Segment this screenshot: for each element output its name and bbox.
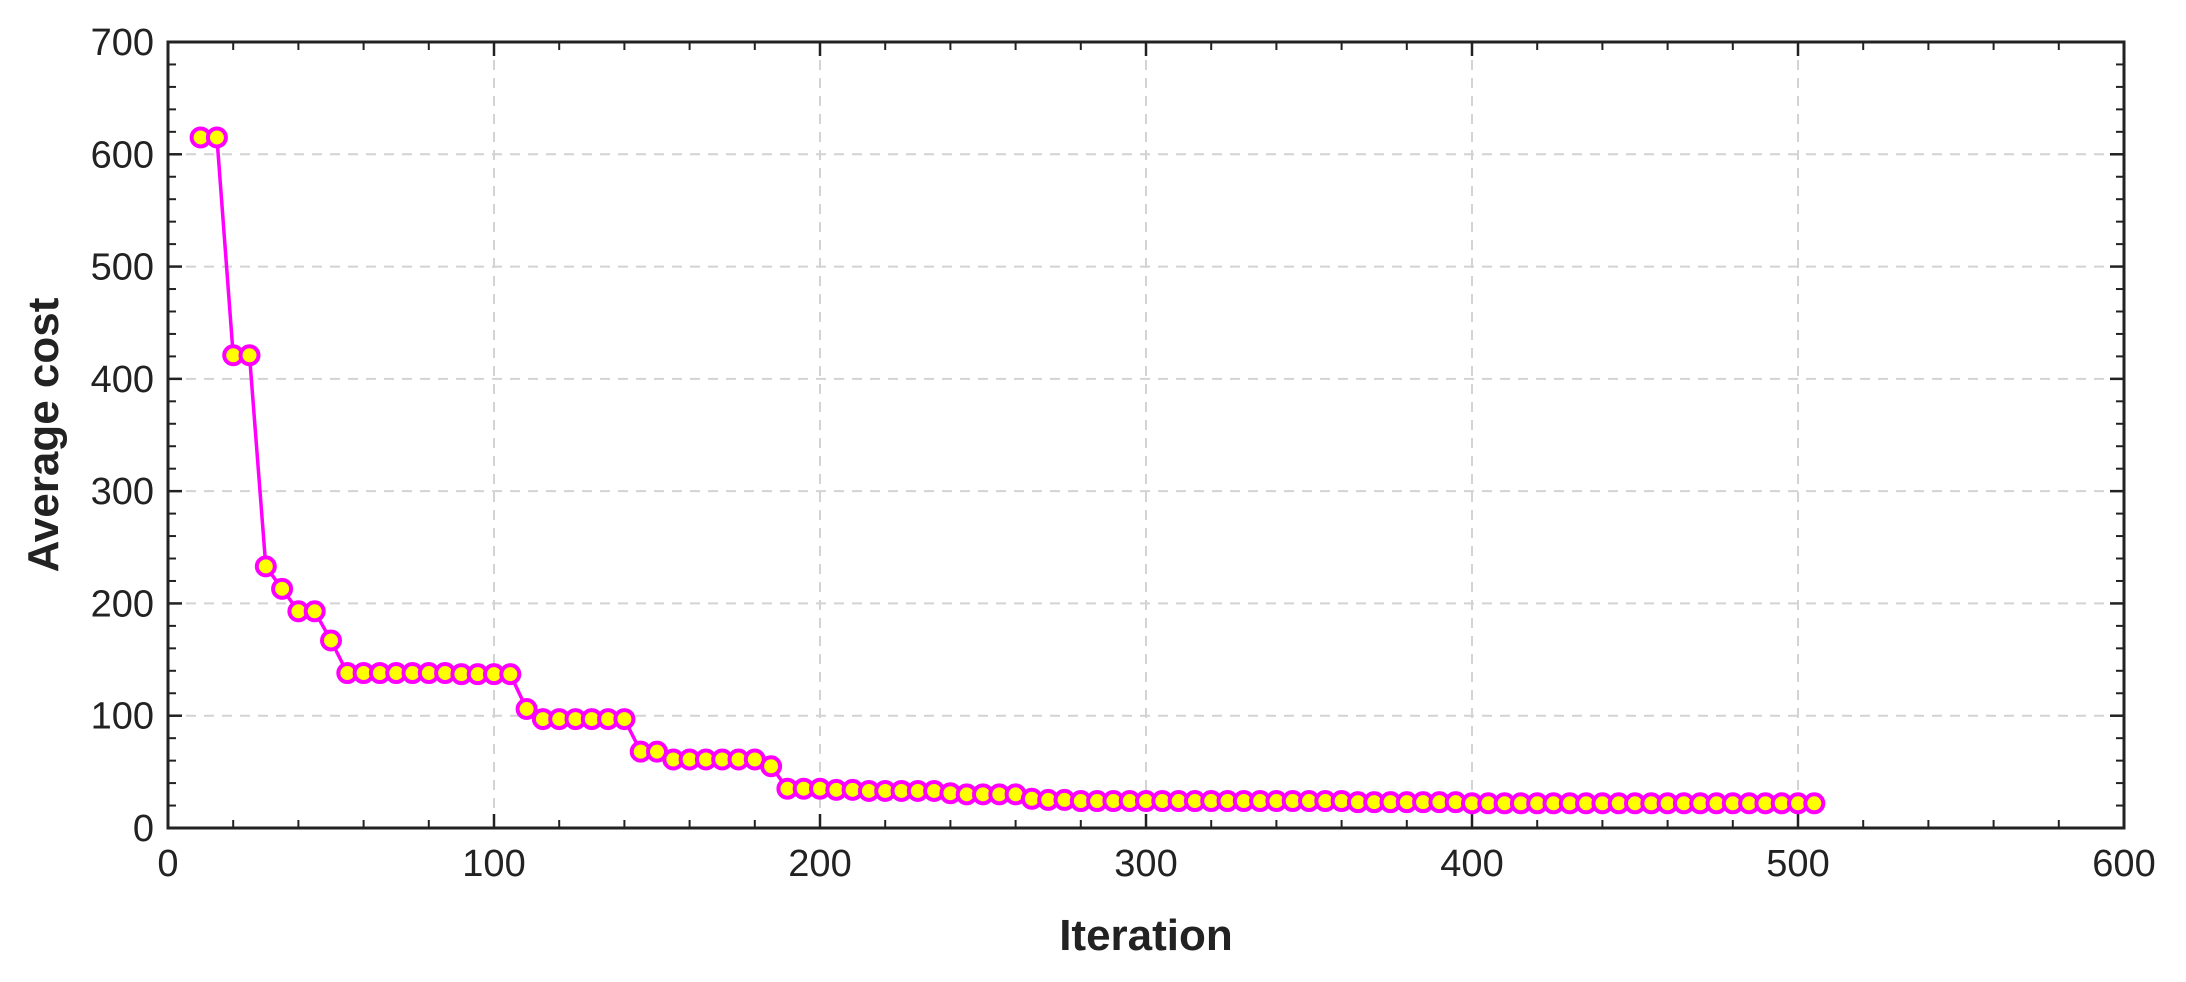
data-point — [1803, 792, 1826, 815]
x-tick-label: 200 — [788, 843, 851, 885]
y-tick-labels: 0 100 200 300 400 500 600 700 — [91, 22, 154, 850]
plot-frame — [166, 40, 2126, 830]
data-point — [320, 629, 342, 652]
x-tick-label: 500 — [1766, 843, 1829, 885]
x-tick-label: 600 — [2092, 843, 2155, 885]
data-point — [238, 344, 261, 367]
x-tick-label: 0 — [157, 843, 178, 885]
y-tick-label: 100 — [91, 696, 154, 738]
y-tick-label: 0 — [133, 808, 154, 850]
x-tick-label: 100 — [462, 843, 525, 885]
data-point — [303, 600, 326, 623]
data-point — [254, 555, 277, 578]
x-axis-title: Iteration — [1059, 911, 1233, 960]
data-point — [499, 663, 522, 686]
y-axis-title: Average cost — [19, 297, 68, 572]
data-point — [515, 697, 538, 720]
x-tick-label: 400 — [1440, 843, 1503, 885]
grid — [168, 42, 2124, 828]
y-tick-label: 200 — [91, 583, 154, 625]
y-tick-label: 600 — [91, 134, 154, 176]
y-tick-label: 400 — [91, 359, 154, 401]
y-tick-label: 500 — [91, 247, 154, 289]
series-polyline — [200, 135, 1815, 806]
y-tick-label: 700 — [91, 22, 154, 64]
x-tick-label: 300 — [1114, 843, 1177, 885]
y-tick-label: 300 — [91, 471, 154, 513]
x-tick-labels: 0 100 200 300 400 500 600 — [157, 843, 2155, 885]
data-point — [205, 126, 228, 149]
data-point — [613, 708, 636, 731]
data-point — [271, 577, 294, 600]
data-point — [760, 755, 783, 778]
series-line — [200, 135, 1815, 806]
series-markers — [189, 126, 1826, 815]
